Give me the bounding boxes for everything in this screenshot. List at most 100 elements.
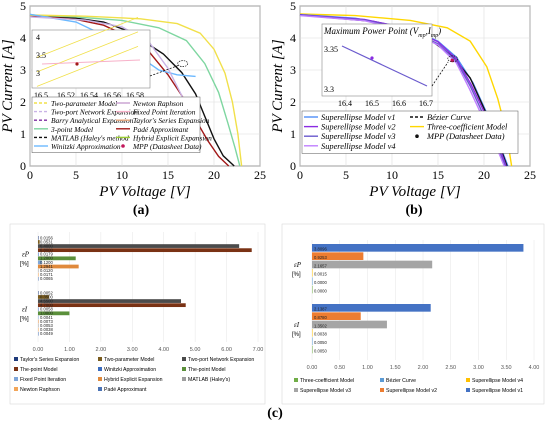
bar [312,337,313,345]
y-tick-label: 5 [290,0,296,13]
bar-data-label: 0.3500 [40,294,53,299]
legend-marker [121,144,125,148]
bar [38,315,39,320]
bar-data-label: 0.0049 [40,331,53,336]
legend: Superellipse Model v1 Bézier Curve Superel… [301,110,519,154]
legend-label: MATLAB (Haley's method [50,133,129,142]
inset-title-part: mp [431,33,438,39]
legend-label: Two-port Network Expansion [188,357,254,363]
bar [38,319,39,324]
legend-label: Two-parameter Model [104,357,154,363]
x-tick-label: 2.00 [418,365,429,371]
x-tick-label: 0.50 [334,365,345,371]
legend-label: Superellipse Model v2 [386,388,437,394]
bar [312,277,313,285]
bar [312,304,431,312]
bar [312,345,313,354]
x-tick-label: 4.00 [158,347,169,353]
inset-mpp-marker [75,62,79,66]
inset-title-part: mp [418,33,425,39]
panel-label-a: (a) [133,203,150,218]
legend-label: Fixed Point Iteration [132,108,196,117]
legend-swatch [98,367,102,371]
x-tick-label: 1.00 [64,347,75,353]
zoom-ellipse [177,60,189,67]
y-tick-label: 3 [20,63,26,77]
zoom-pointer [149,64,180,77]
inset-line [341,45,428,87]
legend-label: Two-parameter Model [51,99,117,108]
bar-data-label: 2.1387 [314,307,327,312]
zoom-ellipse [447,55,459,63]
inset-y-tick: 3.35 [324,45,338,54]
legend-swatch [182,367,186,371]
bar [38,303,186,308]
bar [38,256,76,261]
legend-label: Bézier Curve [386,378,416,384]
bar [38,311,70,316]
legend-label: Three-coefficient Model [300,378,354,384]
legend-label: Superellipse Model v4 [472,378,523,384]
legend-label: Taylor's Series Expansion [133,116,210,125]
legend-label: The-point Model [188,367,226,373]
group-label: εI [294,321,300,329]
bar-data-label: 1.2000 [40,256,53,261]
x-tick-label: 0 [27,168,33,182]
legend-swatch [98,387,102,391]
bar [38,236,39,240]
group-unit: [%] [20,262,29,268]
legend-label: Newton Raphson [20,387,60,393]
legend-label: Superellipse Model v1 [472,388,523,394]
inset-y-tick: 3.3 [324,85,334,94]
legend-label: Superellipse Model v3 [321,132,396,141]
bar [38,307,39,312]
bar-data-label: 0.8780 [314,315,327,320]
bar [312,320,387,329]
legend-label: The-point Model [20,367,58,373]
inset-x-tick: 16.5 [34,91,48,100]
y-tick-label: 2 [290,95,296,109]
inset-y-tick: 4 [36,33,40,42]
bar-data-label: 0.0179 [40,252,53,257]
chart-c-left: 0.00 1.00 2.00 3.00 4.00 5.00 6.00 7.00 εP [%] 0.0… [9,223,266,405]
inset-x-tick: 16.4 [338,99,352,108]
bar-data-label: 6.4000 [40,243,53,248]
bar [38,248,252,253]
x-tick-label: 10 [116,168,128,182]
bar [38,295,49,299]
x-tick-label: 6.00 [221,347,232,353]
x-tick-label: 15 [432,168,444,182]
legend-label: Superellipse Model v1 [321,113,396,122]
inset-b: Maximum Power Point (Vmp,Imp)3.353.316.4… [321,23,459,108]
bar [312,329,313,337]
group-label: εI [22,306,28,314]
x-tick-label: 0.00 [307,365,318,371]
legend-swatch [466,388,470,392]
y-tick-label: 1 [20,127,26,141]
bar [312,269,313,277]
legend-label: MPP (Datasheet Data) [132,142,202,151]
legend-swatch [466,378,470,382]
legend-swatch [14,367,18,371]
x-tick-label: 25 [524,168,536,182]
bar [312,260,433,269]
x-tick-label: 15 [162,168,174,182]
group-label: εP [22,251,30,259]
chart-c-right: 0.00 0.50 1.00 1.50 2.00 2.50 3.00 3.50 4.00 εP [%… [281,223,545,405]
x-tick-label: 5 [73,168,79,182]
bar-data-label: 0.0053 [40,323,53,328]
legend-label: MATLAB (Haley's) [188,377,230,383]
y-tick-label: 4 [20,31,26,45]
bar [312,252,364,260]
legend-swatch [380,388,384,392]
legend-label: Superellipse Model v2 [321,123,396,132]
y-tick-label: 0 [290,159,296,173]
mpp-marker [450,58,455,63]
bar-data-label: 0.0041 [40,315,53,320]
bar [38,299,181,303]
bar [312,285,313,294]
bar-data-label: 4.7000 [40,303,53,308]
legend-swatch [294,378,298,382]
bar [38,276,39,281]
